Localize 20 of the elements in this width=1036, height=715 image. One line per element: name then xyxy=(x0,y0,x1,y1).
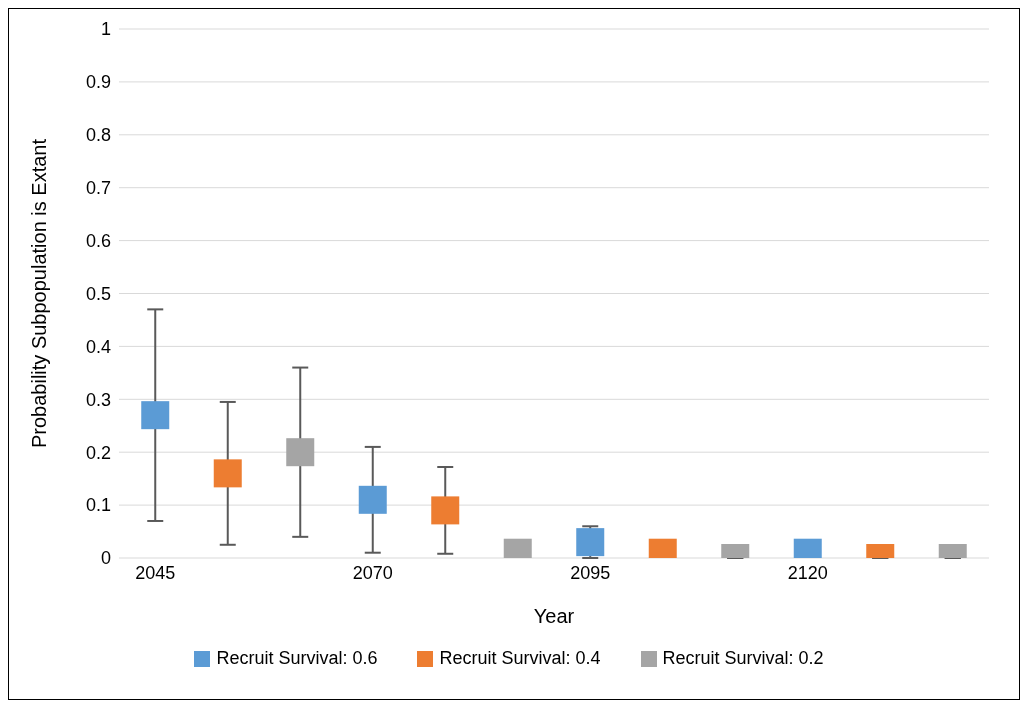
y-tick-label: 0 xyxy=(100,548,111,569)
y-tick-label: 0.7 xyxy=(85,178,111,199)
y-tick-label: 0.4 xyxy=(85,336,111,357)
y-tick-label: 0.2 xyxy=(85,442,111,463)
y-tick-label: 0.5 xyxy=(85,283,111,304)
y-tick-label: 0.1 xyxy=(85,495,111,516)
y-tick-label: 0.9 xyxy=(85,72,111,93)
y-tick-label: 1 xyxy=(100,19,111,40)
y-tick-label: 0.3 xyxy=(85,389,111,410)
legend-label: Recruit Survival: 0.4 xyxy=(439,648,601,669)
x-tick-label: 2095 xyxy=(570,562,611,583)
x-tick-label: 2120 xyxy=(787,562,828,583)
x-axis-title: Year xyxy=(533,605,575,627)
y-tick-label: 0.8 xyxy=(85,125,111,146)
x-tick-label: 2045 xyxy=(135,562,176,583)
x-tick-label: 2070 xyxy=(352,562,393,583)
legend-label: Recruit Survival: 0.6 xyxy=(216,648,378,669)
legend-label: Recruit Survival: 0.2 xyxy=(662,648,824,669)
y-axis-title: Probability Subpopulation is Extant xyxy=(28,138,51,449)
y-tick-label: 0.6 xyxy=(85,230,111,251)
